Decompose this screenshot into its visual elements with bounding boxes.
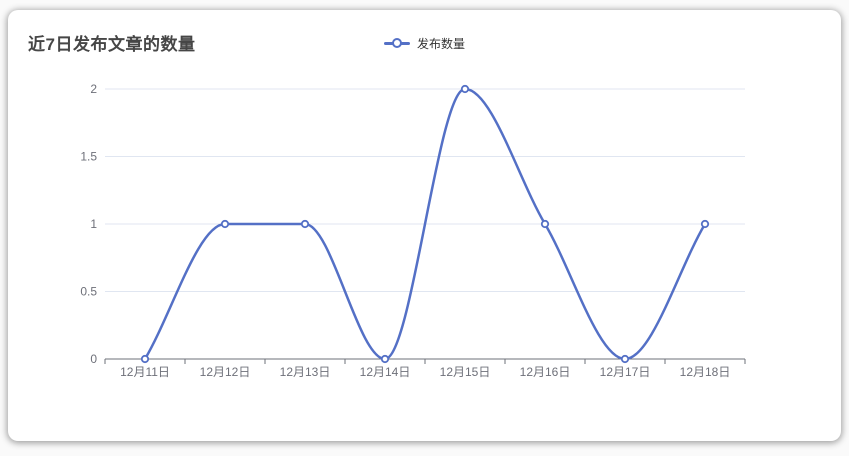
x-axis-label: 12月11日 [120,365,170,379]
legend-line-circle-icon [383,37,410,49]
y-axis-label: 2 [90,82,97,96]
data-point-marker[interactable] [140,354,150,364]
x-axis-label: 12月14日 [360,365,411,379]
data-point-marker[interactable] [220,219,230,229]
data-point-marker[interactable] [700,219,710,229]
legend-item-publish-count[interactable]: 发布数量 [8,35,841,51]
x-axis-label: 12月13日 [280,365,331,379]
y-axis-label: 0.5 [80,285,97,299]
y-axis-label: 1.5 [80,150,97,164]
chart-card: 近7日发布文章的数量 发布数量 0 0.5 1 1.5 2 12月11日 12月12日 12月… [8,10,841,441]
data-point-marker[interactable] [300,219,310,229]
data-point-marker[interactable] [460,84,470,94]
x-axis-label: 12月18日 [680,365,731,379]
x-axis-label: 12月12日 [200,365,251,379]
data-point-marker[interactable] [620,354,630,364]
chart-title: 近7日发布文章的数量 [28,35,196,54]
data-point-marker[interactable] [540,219,550,229]
y-axis-label: 0 [90,352,97,366]
x-axis-label: 12月16日 [520,365,571,379]
x-axis-label: 12月15日 [440,365,491,379]
series-line [143,87,707,361]
articles-line-chart: 0 0.5 1 1.5 2 12月11日 12月12日 12月13日 12月14日 12月15日 1… [80,82,746,379]
data-point-marker[interactable] [380,354,390,364]
y-axis-label: 1 [90,217,97,231]
x-axis-label: 12月17日 [600,365,651,379]
legend-label: 发布数量 [416,36,465,51]
